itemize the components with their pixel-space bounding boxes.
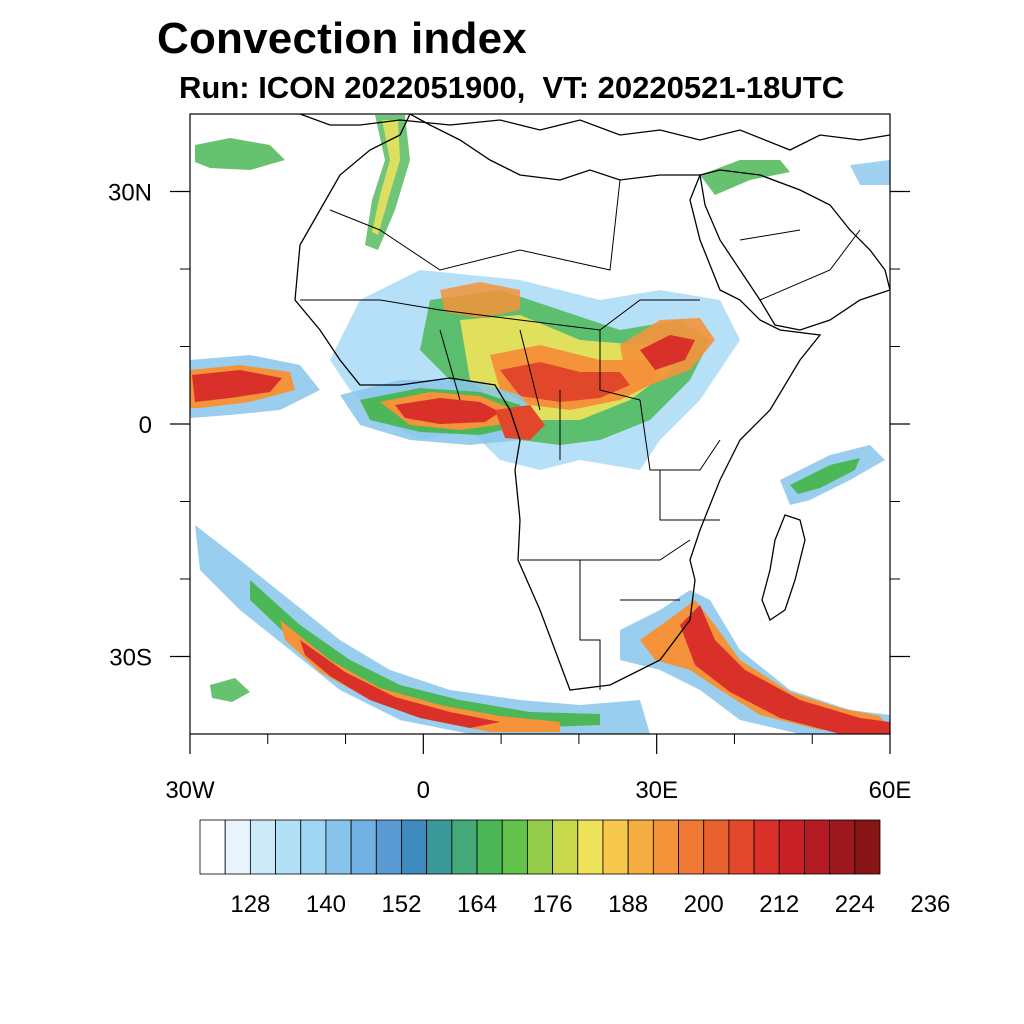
colorbar-swatch [778, 819, 805, 875]
colorbar-label: 188 [608, 891, 648, 918]
colorbar-swatch [829, 819, 856, 875]
colorbar-swatch [275, 819, 302, 875]
convection-field [190, 115, 890, 734]
colorbar-swatch [728, 819, 755, 875]
field-atlantic-band-red [192, 370, 282, 402]
field-central-africa-red [500, 362, 630, 402]
border-south [520, 539, 691, 690]
border-sahara [329, 179, 621, 271]
field-nile-yellow [372, 120, 400, 235]
colorbar-swatch [678, 819, 705, 875]
country-borders [300, 179, 861, 690]
colorbar-swatch [552, 819, 579, 875]
colorbar-label: 176 [533, 891, 573, 918]
colorbar-swatch [577, 819, 604, 875]
chart-title: Convection index [157, 14, 527, 63]
field-se-africa-orange [640, 600, 890, 730]
colorbar-label: 224 [835, 891, 875, 918]
europe-coastline [299, 114, 890, 151]
field-sahel-orange [440, 282, 520, 318]
colorbar: 128 140 152 164 176 188 200 212 224 236 [199, 819, 950, 918]
colorbar-swatch [249, 819, 276, 875]
colorbar-swatch [501, 819, 528, 875]
colorbar-swatch [854, 819, 881, 875]
field-congo-red [495, 405, 545, 440]
colorbar-label: 200 [684, 891, 724, 918]
colorbar-label: 164 [457, 891, 497, 918]
arabia-coastline [699, 169, 890, 331]
field-sw-atlantic-green [210, 678, 250, 702]
axis-ticks: 30W 0 30E 60E 30N 0 30S [108, 180, 912, 805]
colorbar-swatch [426, 819, 453, 875]
colorbar-label: 212 [759, 891, 799, 918]
colorbar-swatch [300, 819, 327, 875]
colorbar-swatch [703, 819, 730, 875]
colorbar-swatch [627, 819, 654, 875]
border-east [639, 399, 721, 521]
colorbar-swatch [804, 819, 831, 875]
colorbar-swatch [527, 819, 553, 875]
colorbar-label: 128 [230, 891, 270, 918]
colorbar-label: 236 [910, 891, 950, 918]
colorbar-swatch [401, 819, 428, 875]
africa-coastline [294, 114, 822, 691]
field-atlas-green [195, 138, 285, 170]
field-levant-green [700, 160, 790, 195]
colorbar-swatch [476, 819, 503, 875]
colorbar-swatch [451, 819, 478, 875]
colorbar-swatch [325, 819, 352, 875]
x-tick-label: 60E [869, 777, 912, 804]
field-east-africa-red [640, 335, 695, 370]
colorbar-swatch [753, 819, 780, 875]
x-tick-label: 30W [165, 777, 215, 804]
border-central [439, 329, 641, 460]
x-tick-label: 0 [417, 777, 430, 804]
field-iran-blue [850, 160, 890, 185]
border-sahel [300, 299, 700, 331]
colorbar-swatch [199, 819, 226, 875]
coastlines [294, 114, 890, 691]
colorbar-label: 140 [306, 891, 346, 918]
colorbar-swatch [652, 819, 679, 875]
x-tick-label: 30E [635, 777, 678, 804]
colorbar-swatch [224, 819, 251, 875]
colorbar-swatch [350, 819, 377, 875]
field-guinea-band-red [395, 398, 500, 424]
chart-subtitle: Run: ICON 2022051900, VT: 20220521-18UTC [179, 70, 845, 105]
border-middle-east [739, 229, 861, 301]
y-tick-label: 0 [139, 412, 152, 439]
field-indian-ocean-green [790, 458, 860, 494]
colorbar-label: 152 [381, 891, 421, 918]
y-tick-label: 30N [108, 180, 152, 207]
field-southern-band-red [300, 640, 500, 728]
colorbar-swatch [602, 819, 629, 875]
madagascar-coastline [761, 514, 806, 621]
field-se-africa-red [680, 605, 890, 734]
colorbar-swatch [375, 819, 402, 875]
y-tick-label: 30S [109, 645, 152, 672]
